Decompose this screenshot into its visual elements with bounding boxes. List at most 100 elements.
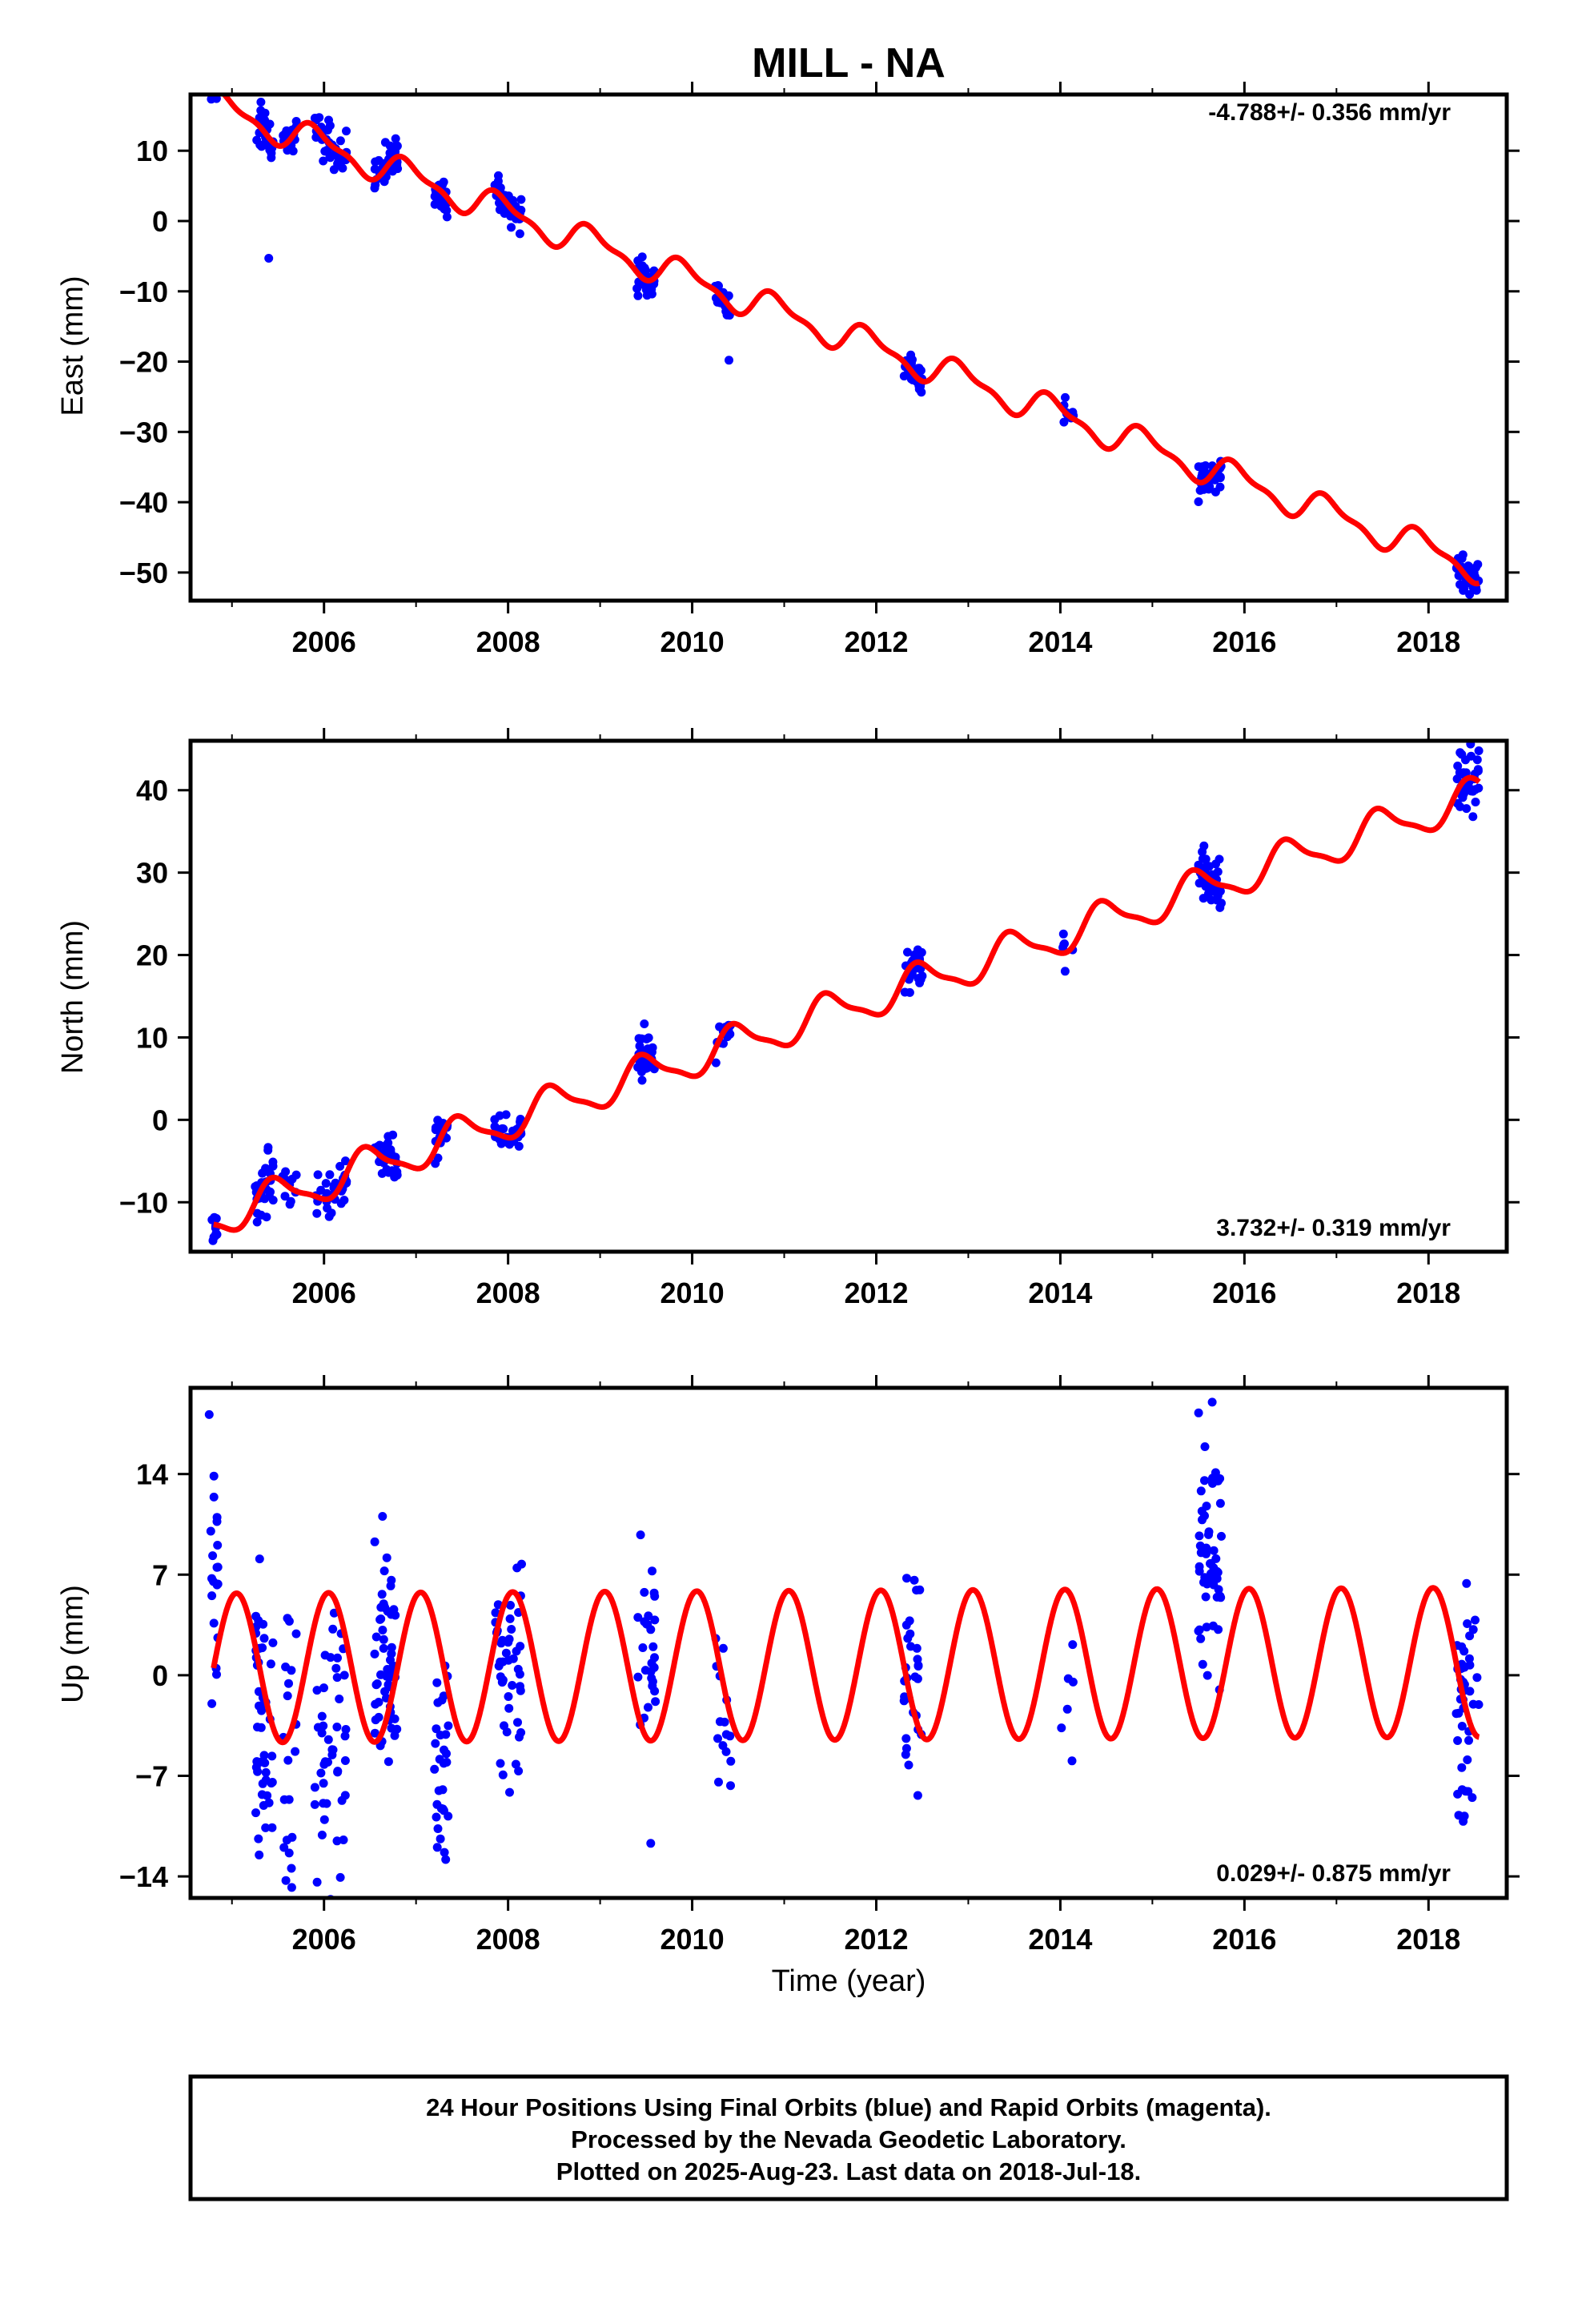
- north-x-tick-label: 2016: [1212, 1277, 1276, 1309]
- up-data-point: [390, 1731, 400, 1740]
- up-data-point: [283, 1614, 292, 1623]
- up-data-point: [1463, 1619, 1472, 1628]
- up-data-point: [1195, 1531, 1204, 1541]
- up-data-point: [913, 1655, 922, 1664]
- up-data-point: [377, 1590, 387, 1599]
- north-data-point: [634, 1034, 644, 1043]
- east-data-point: [1215, 482, 1225, 492]
- up-data-point: [500, 1721, 508, 1731]
- east-y-tick-label: 10: [136, 135, 168, 167]
- up-data-point: [208, 1551, 218, 1561]
- up-data-point: [511, 1759, 520, 1769]
- up-y-tick-label: 14: [136, 1458, 168, 1491]
- north-data-point: [903, 947, 912, 957]
- up-plot-frame: [188, 1385, 1509, 1900]
- east-data-point: [1199, 466, 1209, 476]
- up-data-point: [1457, 1785, 1467, 1795]
- up-data-point: [440, 1848, 449, 1857]
- east-data-point: [1059, 417, 1069, 427]
- up-data-point: [1202, 1549, 1211, 1558]
- up-data-point: [390, 1714, 400, 1723]
- east-x-tick-label: 2016: [1212, 625, 1276, 658]
- north-data-point: [1207, 895, 1216, 905]
- up-x-tick-label: 2008: [476, 1923, 540, 1956]
- up-data-point: [317, 1728, 327, 1738]
- up-data-point: [648, 1681, 657, 1691]
- up-data-point: [209, 1618, 219, 1628]
- up-data-point: [1464, 1735, 1473, 1745]
- up-y-tick-label: 7: [152, 1558, 168, 1591]
- up-data-point: [319, 1815, 329, 1824]
- up-x-tick-label: 2018: [1396, 1923, 1460, 1956]
- up-data-point: [259, 1634, 269, 1643]
- east-data-point: [325, 121, 335, 131]
- up-data-point: [718, 1643, 728, 1653]
- up-data-point: [261, 1823, 271, 1832]
- up-data-point: [386, 1655, 395, 1665]
- up-data-point: [253, 1767, 263, 1776]
- up-data-point: [1211, 1554, 1221, 1563]
- north-x-tick-label: 2010: [661, 1277, 725, 1309]
- up-data-point: [1200, 1476, 1209, 1486]
- north-data-point: [280, 1192, 290, 1201]
- up-data-point: [284, 1848, 294, 1858]
- north-data-point: [313, 1170, 323, 1180]
- east-data-point: [391, 161, 401, 171]
- east-data-point: [335, 158, 345, 167]
- north-data-point: [1453, 762, 1463, 770]
- up-data-point: [1196, 1634, 1206, 1643]
- up-data-point: [337, 1795, 347, 1805]
- footer-line-plotted: Plotted on 2025-Aug-23. Last data on 201…: [556, 2157, 1141, 2185]
- east-y-tick-label: −50: [119, 557, 168, 589]
- up-data-point: [438, 1785, 448, 1795]
- up-data-point: [902, 1574, 911, 1583]
- north-y-tick-label: 0: [152, 1104, 168, 1136]
- up-data-point: [378, 1512, 387, 1521]
- north-data-point: [1461, 768, 1471, 778]
- up-data-point: [1067, 1756, 1077, 1766]
- east-y-tick-label: −10: [119, 275, 168, 308]
- up-data-point: [1453, 1736, 1463, 1745]
- up-data-point: [204, 1409, 214, 1419]
- north-data-point: [644, 1033, 653, 1043]
- east-data-point: [256, 106, 266, 115]
- up-data-point: [496, 1638, 506, 1648]
- up-data-point: [213, 1541, 223, 1550]
- up-data-point: [440, 1745, 448, 1755]
- north-data-layer: [207, 741, 1484, 1245]
- up-data-point: [383, 1665, 392, 1674]
- up-data-point: [501, 1648, 511, 1658]
- up-data-point: [279, 1843, 289, 1852]
- up-data-point: [284, 1795, 294, 1804]
- up-data-point: [319, 1683, 328, 1693]
- north-data-point: [339, 1196, 349, 1205]
- up-data-point: [317, 1830, 327, 1839]
- up-data-point: [431, 1739, 440, 1748]
- up-data-point: [387, 1642, 396, 1652]
- north-data-point: [725, 1029, 735, 1039]
- up-data-point: [1203, 1671, 1212, 1680]
- up-data-point: [1198, 1659, 1207, 1669]
- up-data-point: [1201, 1592, 1211, 1602]
- up-data-point: [378, 1626, 387, 1634]
- up-data-point: [331, 1663, 341, 1673]
- up-data-point: [253, 1723, 262, 1732]
- up-data-point: [333, 1767, 343, 1777]
- north-data-point: [1471, 798, 1480, 806]
- up-data-point: [332, 1723, 342, 1731]
- up-data-point: [1457, 1722, 1467, 1731]
- up-data-point: [319, 1779, 328, 1788]
- up-data-point: [287, 1864, 296, 1873]
- up-x-tick-label: 2016: [1212, 1923, 1276, 1956]
- east-data-point: [319, 156, 328, 166]
- up-data-point: [1465, 1631, 1475, 1641]
- north-data-point: [387, 1166, 397, 1176]
- east-y-tick-label: −30: [119, 416, 168, 448]
- up-data-point: [640, 1666, 650, 1675]
- up-data-point: [379, 1602, 389, 1611]
- up-data-point: [913, 1674, 922, 1683]
- north-data-point: [341, 1156, 350, 1166]
- north-data-point: [252, 1208, 262, 1218]
- up-data-point: [283, 1755, 293, 1765]
- up-data-point: [1200, 1511, 1209, 1521]
